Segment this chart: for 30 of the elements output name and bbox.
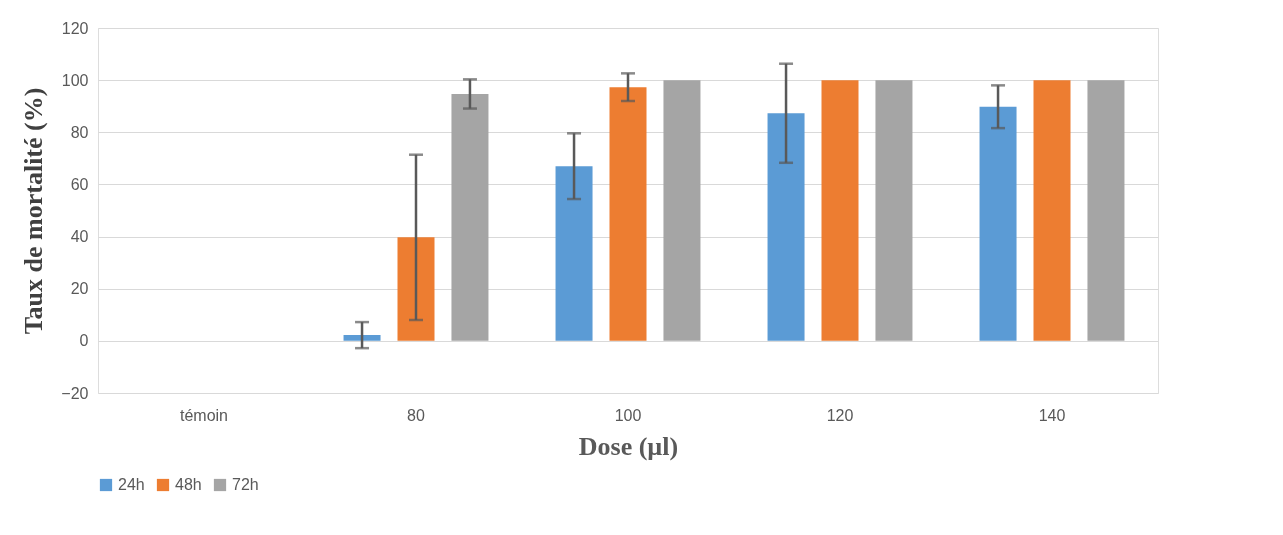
bar (451, 93, 489, 341)
legend-label: 72h (232, 476, 259, 493)
y-tick-label: 120 (61, 19, 89, 37)
bar (979, 106, 1017, 341)
legend-label: 48h (175, 476, 202, 493)
bar (821, 80, 859, 341)
y-tick-label: 20 (70, 280, 89, 298)
bar (343, 335, 381, 341)
x-tick-label: 140 (1038, 406, 1066, 424)
y-tick-label: 40 (70, 228, 89, 246)
y-tick-label: 0 (79, 332, 89, 350)
x-tick-label: 100 (614, 406, 642, 424)
x-axis-title: Dose (µl) (578, 431, 679, 461)
bar (397, 237, 435, 341)
bar (1087, 80, 1125, 341)
bar (609, 87, 647, 341)
y-tick-label: −20 (61, 384, 89, 402)
bar (555, 166, 593, 341)
y-tick-label: 60 (70, 175, 89, 193)
x-tick-label: témoin (179, 406, 229, 424)
x-tick-label: 80 (407, 406, 425, 424)
bar (1033, 80, 1071, 341)
y-tick-label: 100 (61, 71, 89, 89)
bar (663, 80, 701, 341)
legend-label: 24h (118, 476, 145, 493)
x-tick-label: 120 (826, 406, 854, 424)
bar (767, 113, 805, 341)
y-axis-title: Taux de mortalité (%) (19, 87, 49, 335)
y-tick-label: 80 (70, 123, 89, 141)
bar (875, 80, 913, 341)
